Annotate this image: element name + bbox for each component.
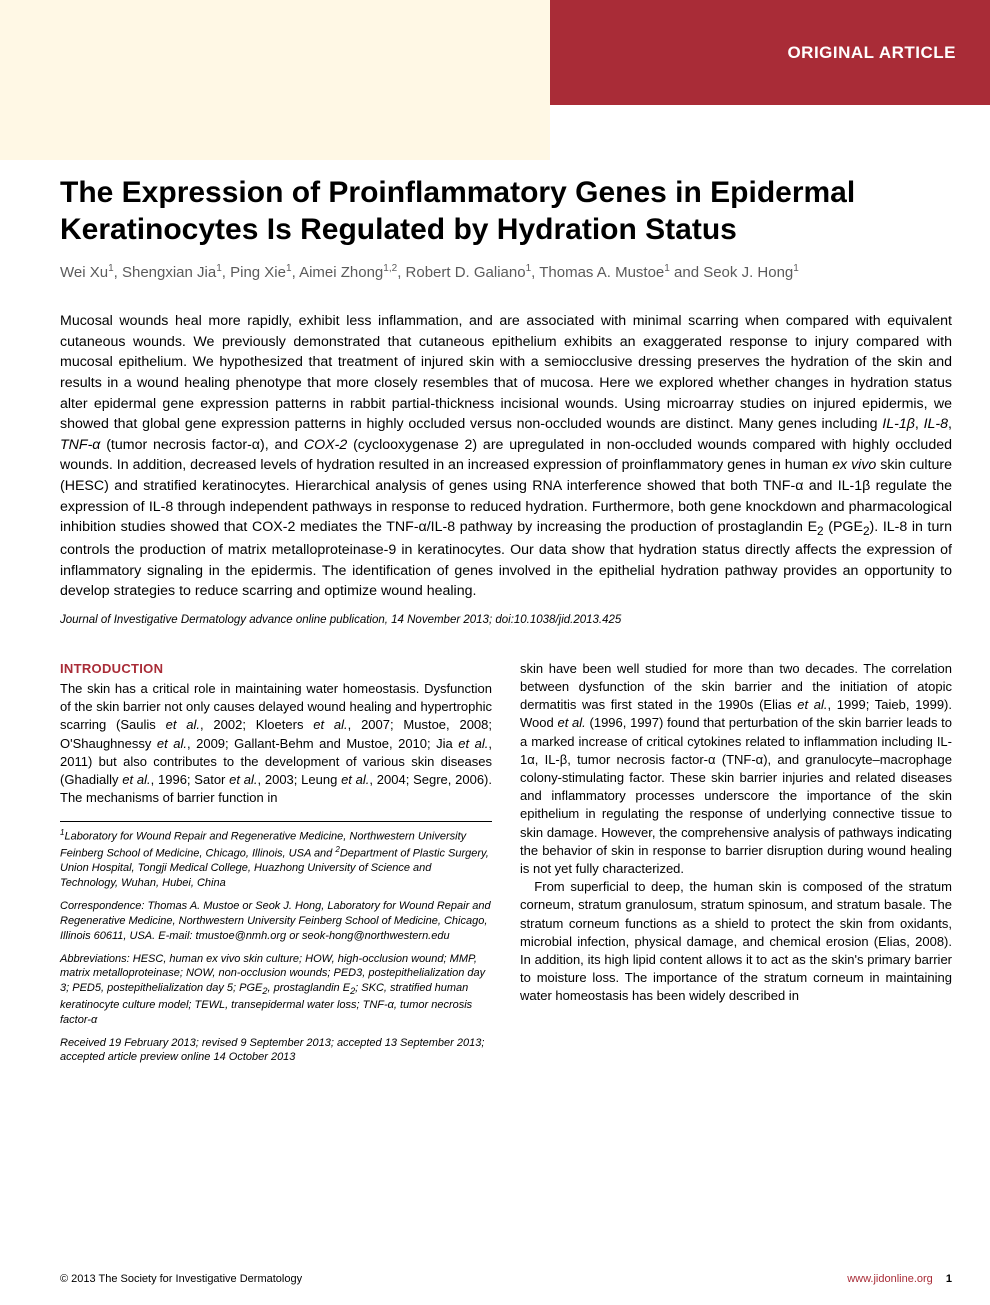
column-right: skin have been well studied for more tha… xyxy=(520,660,952,1073)
intro-paragraph-3: From superficial to deep, the human skin… xyxy=(520,878,952,1005)
affiliations: 1Laboratory for Wound Repair and Regener… xyxy=(60,828,492,891)
abbreviations: Abbreviations: HESC, human ex vivo skin … xyxy=(60,952,492,1028)
header-banner: ORIGINAL ARTICLE xyxy=(550,0,990,105)
page-footer: © 2013 The Society for Investigative Der… xyxy=(60,1273,952,1285)
author-list: Wei Xu1, Shengxian Jia1, Ping Xie1, Aime… xyxy=(60,262,952,283)
correspondence: Correspondence: Thomas A. Mustoe or Seok… xyxy=(60,899,492,944)
intro-paragraph-2: skin have been well studied for more tha… xyxy=(520,660,952,878)
body-columns: INTRODUCTION The skin has a critical rol… xyxy=(60,660,952,1073)
article-type-label: ORIGINAL ARTICLE xyxy=(787,43,956,63)
article-title: The Expression of Proinflammatory Genes … xyxy=(60,175,952,248)
section-heading-introduction: INTRODUCTION xyxy=(60,660,492,678)
intro-paragraph-1: The skin has a critical role in maintain… xyxy=(60,680,492,807)
copyright: © 2013 The Society for Investigative Der… xyxy=(60,1273,302,1285)
abstract-text: Mucosal wounds heal more rapidly, exhibi… xyxy=(60,311,952,602)
column-left: INTRODUCTION The skin has a critical rol… xyxy=(60,660,492,1073)
page-number: 1 xyxy=(946,1273,952,1285)
citation-line: Journal of Investigative Dermatology adv… xyxy=(60,614,952,626)
footer-right: www.jidonline.org 1 xyxy=(847,1273,952,1285)
page-content: The Expression of Proinflammatory Genes … xyxy=(60,175,952,1251)
journal-url: www.jidonline.org xyxy=(847,1273,933,1285)
received-dates: Received 19 February 2013; revised 9 Sep… xyxy=(60,1036,492,1066)
affiliation-block: 1Laboratory for Wound Repair and Regener… xyxy=(60,821,492,1065)
top-left-background xyxy=(0,0,550,160)
